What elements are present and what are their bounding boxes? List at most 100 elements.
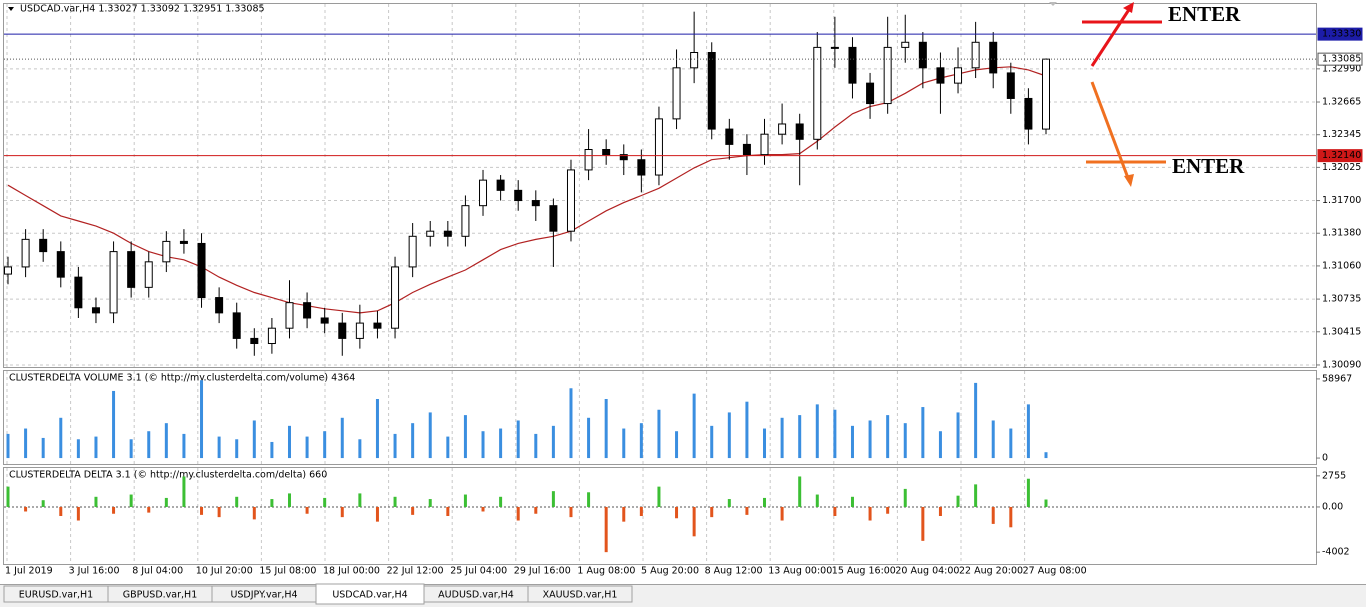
tab-label[interactable]: AUDUSD.var,H4	[438, 590, 514, 601]
candle-body	[584, 149, 593, 171]
delta-bar	[270, 499, 274, 507]
x-tick-label: 5 Aug 20:00	[641, 566, 699, 577]
candle-body	[514, 189, 523, 202]
delta-bar	[604, 506, 608, 553]
delta-bar	[59, 506, 63, 516]
delta-bar	[287, 493, 291, 507]
candle-body	[373, 322, 382, 329]
volume-bar	[657, 409, 661, 459]
x-tick-label: 1 Jul 2019	[5, 566, 53, 577]
price-label: 1.32140	[1322, 150, 1361, 161]
annotation: ENTER	[1168, 2, 1241, 26]
volume-bar	[604, 399, 608, 459]
x-tick-label: 8 Jul 04:00	[132, 566, 183, 577]
candle-body	[109, 251, 118, 314]
volume-bar	[129, 439, 133, 459]
candle-body	[637, 159, 646, 176]
volume-bar	[24, 428, 28, 459]
candle-body	[1042, 58, 1050, 130]
marks-layer: 1.30090 1.30415 1.30735 1.31060 1.31380 1.317…	[4, 2, 1363, 577]
y-tick-label: 1.30090	[1322, 359, 1361, 370]
moving-average	[7, 66, 1047, 314]
volume-bar	[551, 425, 555, 459]
y-tick-label: 1.32345	[1322, 129, 1361, 140]
tab-label[interactable]: XAUUSD.var,H1	[543, 590, 618, 601]
price-label: 1.33330	[1322, 29, 1361, 40]
delta-bar	[129, 494, 133, 507]
price-label: 1.33085	[1322, 54, 1361, 65]
tab-label[interactable]: EURUSD.var,H1	[19, 590, 93, 601]
candle-body	[901, 41, 910, 48]
y-tick-label: 1.32025	[1322, 162, 1361, 173]
candle-body	[215, 297, 224, 314]
arrow-head	[1123, 2, 1134, 13]
volume-bar	[587, 417, 591, 459]
x-tick-label: 18 Jul 00:00	[323, 566, 380, 577]
candle-body	[760, 133, 769, 156]
volume-bar	[112, 390, 116, 459]
volume-bar	[499, 428, 503, 459]
delta-bar	[903, 488, 907, 507]
volume-bar	[763, 428, 767, 459]
volume-bar	[411, 423, 415, 459]
candle-body	[813, 46, 822, 140]
y-tick-label: 58967	[1322, 373, 1352, 384]
y-tick-label: -4002	[1322, 547, 1350, 558]
tab[interactable]	[527, 585, 633, 603]
candle-body	[1006, 72, 1015, 99]
tab-label[interactable]: USDJPY.var,H4	[230, 590, 297, 601]
x-tick-label: 27 Aug 08:00	[1023, 566, 1087, 577]
delta-bar	[587, 492, 591, 507]
delta-bar	[1044, 499, 1048, 507]
delta-bar	[428, 499, 432, 507]
candle-body	[285, 302, 294, 329]
candle-body	[127, 251, 136, 288]
candle-body	[91, 307, 100, 314]
candle-body	[971, 41, 980, 69]
volume-bar	[252, 420, 256, 459]
candle-body	[954, 67, 963, 84]
price-label-box	[1317, 27, 1363, 41]
delta-bar	[6, 486, 10, 507]
menu-arrow[interactable]	[8, 7, 14, 11]
tab-label[interactable]: USDCAD.var,H4	[332, 590, 407, 601]
volume-bar	[1009, 428, 1013, 459]
delta-bar	[974, 484, 978, 507]
volume-bar	[76, 439, 80, 459]
delta-bar	[200, 506, 204, 515]
volume-bar	[481, 431, 485, 459]
enter-arrow	[1090, 81, 1130, 179]
delta-bar	[534, 506, 538, 514]
candle-body	[742, 143, 751, 156]
volume-bar	[463, 415, 467, 459]
volume-bar	[921, 407, 925, 459]
volume-bar	[974, 382, 978, 459]
x-tick-label: 15 Aug 16:00	[832, 566, 896, 577]
candle-body	[179, 240, 188, 244]
tab-label[interactable]: GBPUSD.var,H1	[123, 590, 197, 601]
candle-body	[619, 154, 628, 161]
volume-bar	[692, 393, 696, 459]
candle-body	[672, 67, 681, 120]
delta-bar	[182, 476, 186, 507]
candle-body	[690, 52, 699, 69]
candle-body	[250, 337, 259, 345]
volume-bar	[938, 431, 942, 459]
delta-bar	[727, 499, 731, 507]
volume-bar	[886, 415, 890, 459]
candle-body	[778, 123, 787, 135]
delta-bar	[551, 491, 555, 507]
delta-bar	[499, 496, 503, 507]
delta-bar	[780, 506, 784, 521]
y-tick-label: 1.30735	[1322, 294, 1361, 305]
delta-bar	[1026, 478, 1030, 507]
delta-bar	[639, 506, 643, 516]
candle-body	[654, 118, 663, 176]
x-tick-label: 20 Aug 04:00	[895, 566, 959, 577]
volume-bar	[41, 437, 45, 459]
y-tick-label: 1.31380	[1322, 228, 1361, 239]
candle-body	[303, 302, 312, 319]
x-tick-label: 3 Jul 16:00	[69, 566, 120, 577]
